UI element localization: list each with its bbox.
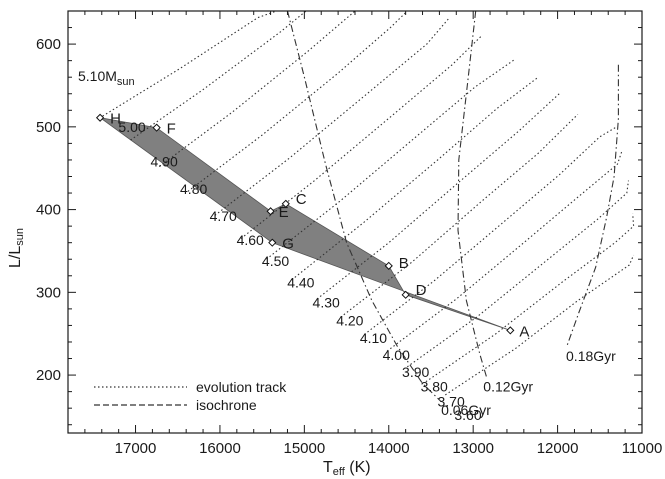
point-label-D: D — [416, 282, 427, 299]
mass-label-4.20: 4.20 — [336, 312, 363, 328]
point-label-F: F — [167, 121, 176, 138]
isochrone-2 — [457, 11, 488, 378]
legend-label-isochrone: isochrone — [196, 397, 257, 413]
isochrone-label-1: 0.06Gyr — [441, 402, 491, 418]
point-marker-C — [281, 199, 290, 208]
mass-label-3.80: 3.80 — [421, 379, 448, 395]
point-marker-E — [266, 207, 275, 216]
evolution-track-2 — [130, 11, 307, 141]
isochrone-label-2: 0.12Gyr — [483, 379, 533, 395]
plot-frame — [67, 10, 643, 434]
evolution-track-1 — [102, 11, 277, 117]
mass-label-4.40: 4.40 — [287, 274, 314, 290]
x-tick-label: 16000 — [199, 440, 241, 457]
evolution-track-3 — [158, 11, 356, 168]
mass-label-4.70: 4.70 — [210, 208, 237, 224]
point-marker-G — [268, 238, 277, 247]
mass-label-4.50: 4.50 — [262, 253, 289, 269]
evolution-track-12 — [386, 151, 623, 352]
evolution-track-8 — [291, 76, 539, 281]
point-marker-H — [95, 113, 105, 122]
y-tick-label: 600 — [36, 36, 61, 53]
point-label-B: B — [399, 255, 409, 272]
mass-label-4.90: 4.90 — [150, 154, 177, 170]
evolution-track-6 — [240, 35, 482, 239]
evolution-track-5 — [214, 17, 450, 216]
x-tick-label: 14000 — [368, 440, 410, 457]
y-tick-label: 200 — [36, 367, 61, 384]
mass-label-3.90: 3.90 — [402, 364, 429, 380]
point-marker-F — [152, 123, 161, 132]
plot-layer: 0.06Gyr 0.12Gyr 0.18Gyr 5.00 4.904.804.704.6… — [95, 11, 635, 423]
y-tick-label: 300 — [36, 284, 61, 301]
x-axis-title: Teff (K) — [323, 459, 371, 478]
x-tick-label: 17000 — [115, 440, 157, 457]
evolution-track-15 — [444, 254, 635, 396]
evolution-track-13 — [406, 180, 630, 368]
y-tick-label: 400 — [36, 202, 61, 219]
legend-label-evolution-track: evolution track — [196, 379, 287, 395]
mass-label-4.60: 4.60 — [237, 232, 264, 248]
point-label-H: H — [110, 111, 121, 128]
mass-label-4.10: 4.10 — [360, 330, 387, 346]
x-tick-label: 12000 — [537, 440, 579, 457]
point-label-G: G — [282, 236, 294, 253]
mass-label-3.60: 3.60 — [454, 407, 481, 423]
mass-label-4.30: 4.30 — [313, 294, 340, 310]
mass-label-4.80: 4.80 — [180, 181, 207, 197]
evolution-track-4 — [187, 11, 408, 192]
x-tick-label: 15000 — [283, 440, 325, 457]
point-marker-B — [384, 261, 393, 270]
y-axis-title: L/Lsun — [7, 228, 26, 268]
isochrone-1 — [286, 11, 442, 402]
point-label-C: C — [296, 191, 307, 208]
evolution-track-9 — [316, 93, 560, 300]
mass-label-5.10: 5.10Msun — [78, 68, 135, 88]
point-marker-D — [401, 290, 410, 299]
point-label-A: A — [519, 323, 529, 340]
y-tick-label: 500 — [36, 119, 61, 136]
point-marker-A — [506, 326, 515, 335]
isochrone-label-3: 0.18Gyr — [566, 348, 616, 364]
evolution-track-10 — [340, 114, 579, 318]
mass-label-4.00: 4.00 — [383, 347, 410, 363]
isochrone-3 — [566, 64, 619, 347]
point-label-E: E — [279, 204, 289, 221]
mass-label-3.70: 3.70 — [437, 394, 464, 410]
x-tick-label: 11000 — [622, 440, 663, 457]
mass-label-5.00: 5.00 — [118, 119, 145, 135]
legend: evolution track isochrone — [94, 379, 287, 413]
x-tick-label: 13000 — [452, 440, 494, 457]
axes-layer: 17000 16000 15000 14000 13000 12000 11000 200 30… — [36, 10, 663, 457]
